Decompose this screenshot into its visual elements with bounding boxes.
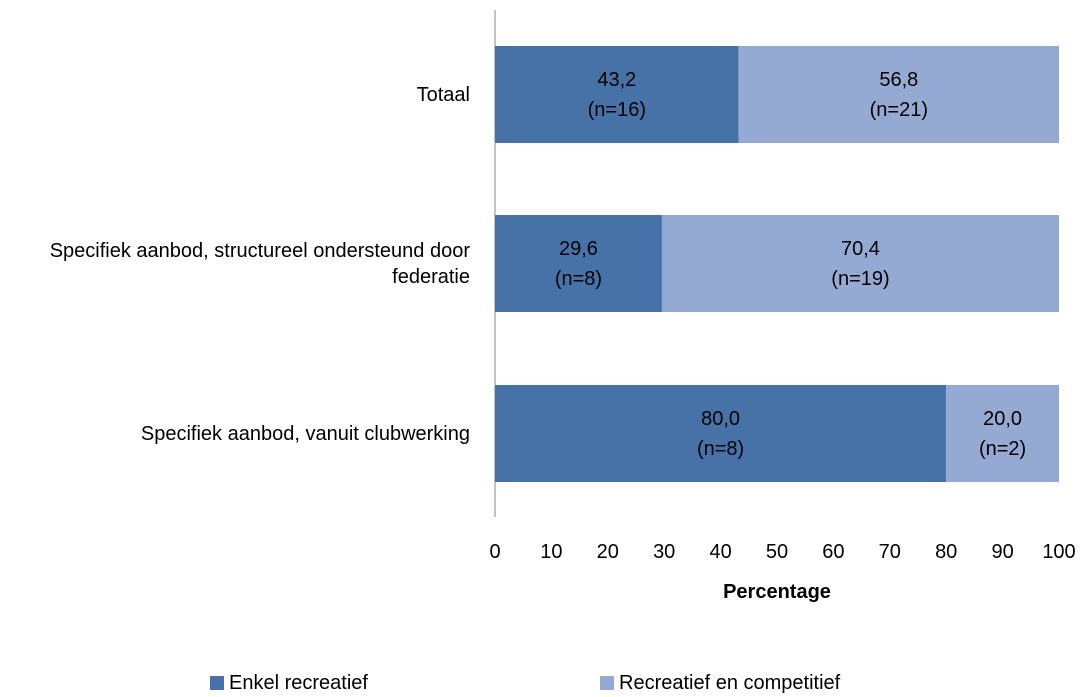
value-label: 29,6 [559,237,598,260]
y-tick-label: Specifiek aanbod, structureel ondersteun… [49,239,470,288]
y-tick-label: Totaal [416,83,470,106]
x-tick-label: 90 [991,541,1014,563]
count-label: (n=19) [831,267,890,290]
x-tick-label: 30 [653,541,676,563]
legend-label: Enkel recreatief [229,672,368,694]
count-label: (n=8) [554,267,603,290]
count-label: (n=16) [587,98,646,121]
value-label: 20,0 [983,407,1023,430]
legend-swatch [600,676,614,690]
value-label: 56,8 [879,68,919,91]
legend-label: Recreatief en competitief [619,672,841,694]
x-tick-label: 50 [765,541,789,563]
x-tick-label: 80 [935,541,958,563]
x-tick-label: 40 [709,541,732,563]
x-axis-title: Percentage [723,581,831,603]
x-tick-label: 10 [540,541,563,563]
x-tick-label: 60 [822,541,845,563]
y-tick-label: Specifiek aanbod, vanuit clubwerking [140,422,470,445]
value-label: 80,0 [701,407,741,430]
bar-segment [495,385,947,482]
value-label: 70,4 [841,237,880,260]
bar-segment [495,46,739,143]
value-label: 43,2 [597,68,637,91]
bar-segment [661,215,1059,312]
x-tick-label: 0 [489,541,501,563]
x-tick-label: 100 [1042,541,1076,563]
bar-segment [495,215,662,312]
count-label: (n=8) [696,437,745,460]
x-tick-label: 20 [596,541,619,563]
legend-swatch [210,676,224,690]
count-label: (n=21) [869,98,928,121]
x-tick-label: 70 [878,541,901,563]
bar-segment [738,46,1059,143]
bar-segment [946,385,1059,482]
count-label: (n=2) [978,437,1027,460]
